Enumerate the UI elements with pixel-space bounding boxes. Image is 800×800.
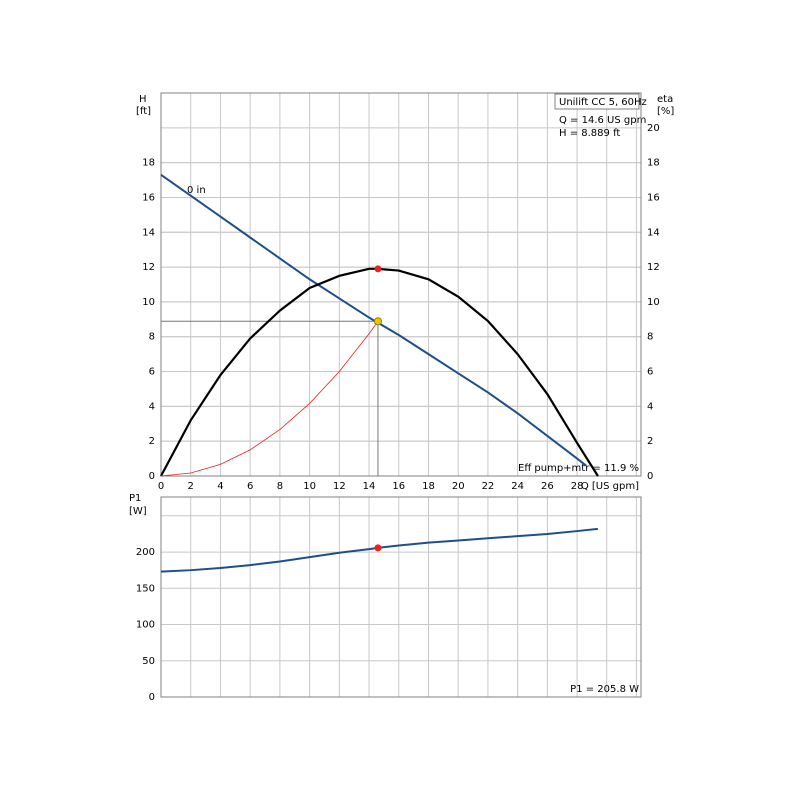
curve: [160, 321, 379, 477]
x-tick-label: 14: [363, 481, 376, 492]
x-tick-label: 12: [333, 481, 346, 492]
y2-axis-label: eta: [657, 94, 673, 105]
plot-frame: [160, 92, 642, 477]
y-tick-label: 4: [149, 401, 155, 412]
x-tick-label: 10: [303, 481, 316, 492]
info-text: Q = 14.6 US gpm: [559, 115, 646, 126]
y-axis-unit: [W]: [129, 506, 147, 517]
y2-tick-label: 4: [647, 401, 653, 412]
y-tick-label: 0: [149, 692, 155, 703]
y2-tick-label: 8: [647, 332, 653, 343]
y2-tick-label: 14: [647, 227, 660, 238]
operating-point: [373, 317, 382, 326]
y-tick-label: 10: [142, 297, 155, 308]
y-tick-label: 50: [142, 656, 155, 667]
x-tick-label: 6: [247, 481, 253, 492]
x-tick-label: 24: [511, 481, 524, 492]
y2-axis-unit: [%]: [657, 106, 674, 117]
x-tick-label: 4: [217, 481, 223, 492]
x-tick-label: 20: [452, 481, 465, 492]
info-text: Unilift CC 5, 60Hz: [559, 97, 647, 108]
y2-tick-label: 2: [647, 436, 653, 447]
y-tick-label: 150: [136, 583, 155, 594]
x-tick-label: 8: [277, 481, 283, 492]
series-label: 0 in: [187, 185, 206, 196]
y-tick-label: 0: [149, 471, 155, 482]
y-tick-label: 100: [136, 620, 155, 631]
y2-tick-label: 20: [647, 123, 660, 134]
operating-point: [374, 544, 382, 552]
y-axis-unit: [ft]: [136, 106, 151, 117]
y2-tick-label: 10: [647, 297, 660, 308]
y-axis-label: P1: [129, 493, 141, 504]
y2-tick-label: 16: [647, 192, 660, 203]
curve: [160, 174, 587, 467]
info-text: H = 8.889 ft: [559, 128, 620, 139]
y-tick-label: 16: [142, 192, 155, 203]
x-tick-label: 2: [188, 481, 194, 492]
y2-tick-label: 6: [647, 367, 653, 378]
x-tick-label: 26: [541, 481, 554, 492]
x-tick-label: 28: [571, 481, 584, 492]
plot-frame: [160, 496, 642, 698]
x-axis-label: Q [US gpm]: [581, 481, 639, 492]
y-tick-label: 12: [142, 262, 155, 273]
y-tick-label: 18: [142, 158, 155, 169]
y-tick-label: 8: [149, 332, 155, 343]
x-tick-label: 0: [158, 481, 164, 492]
y-tick-label: 2: [149, 436, 155, 447]
y2-tick-label: 18: [647, 158, 660, 169]
x-tick-label: 18: [422, 481, 435, 492]
y-tick-label: 6: [149, 367, 155, 378]
y-tick-label: 200: [136, 547, 155, 558]
y2-tick-label: 12: [647, 262, 660, 273]
efficiency-label: Eff pump+mtr = 11.9 %: [518, 463, 639, 474]
operating-point: [374, 265, 382, 273]
info-text: P1 = 205.8 W: [570, 684, 639, 695]
x-tick-label: 22: [482, 481, 495, 492]
x-tick-label: 16: [392, 481, 405, 492]
y-axis-label: H: [139, 94, 147, 105]
y2-tick-label: 0: [647, 471, 653, 482]
info-box: [554, 93, 640, 110]
y-tick-label: 14: [142, 227, 155, 238]
